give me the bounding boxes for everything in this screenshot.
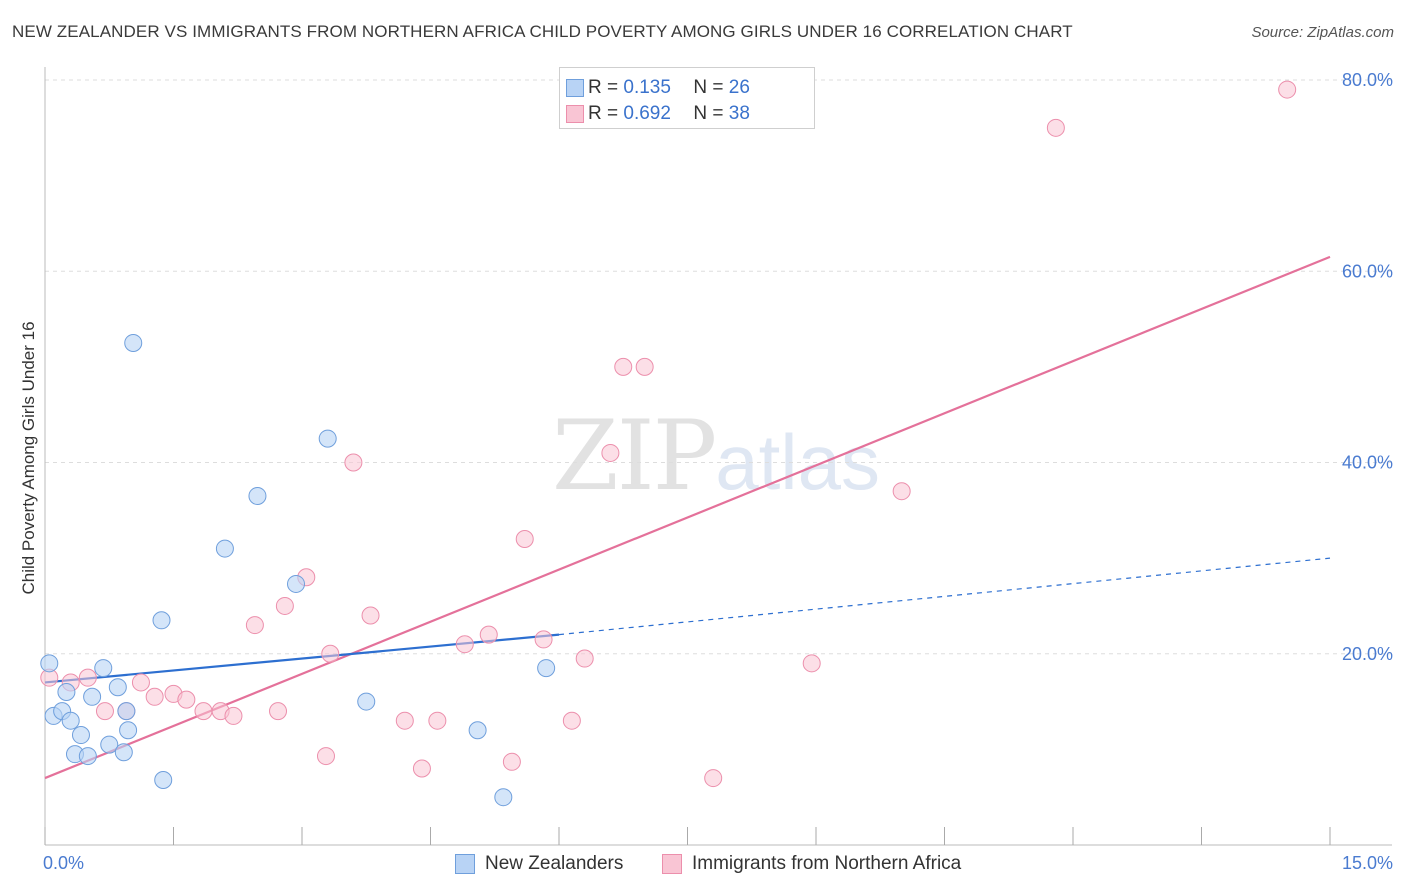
point-new-zealanders	[114, 743, 133, 762]
bottom-legend-immigrants: Immigrants from Northern Africa	[662, 852, 961, 876]
point-immigrants	[224, 706, 243, 725]
point-immigrants	[131, 673, 150, 692]
point-immigrants	[515, 530, 534, 548]
legend-swatch-new-zealanders	[566, 79, 584, 97]
point-new-zealanders	[78, 747, 97, 766]
point-new-zealanders	[94, 659, 113, 678]
point-immigrants	[412, 759, 431, 778]
point-immigrants	[614, 357, 633, 376]
point-immigrants	[534, 630, 553, 649]
point-new-zealanders	[154, 770, 173, 789]
axes	[44, 67, 1392, 846]
point-new-zealanders	[248, 486, 267, 505]
legend-r-label: R =	[588, 103, 619, 124]
bottom-legend-swatch-immigrants	[662, 854, 682, 874]
point-new-zealanders	[57, 683, 76, 701]
point-immigrants	[145, 687, 164, 706]
legend-n-value: 26	[728, 77, 750, 98]
x-tick-label: 15.0%	[1342, 853, 1393, 873]
point-immigrants	[316, 747, 335, 766]
y-tick-label: 80.0%	[1342, 70, 1393, 90]
legend-swatch-immigrants	[566, 105, 584, 123]
legend-n-label: N =	[693, 103, 724, 124]
watermark-zip: ZIP	[552, 400, 717, 512]
point-new-zealanders	[108, 678, 127, 697]
legend-row-new-zealanders: R = 0.135 N = 26	[566, 76, 750, 100]
point-immigrants	[802, 654, 821, 673]
y-tick-label: 20.0%	[1342, 644, 1393, 664]
point-immigrants	[1278, 80, 1297, 99]
tick-labels: 20.0% 40.0% 60.0% 80.0% 0.0% 15.0%	[43, 70, 1393, 873]
point-immigrants	[344, 453, 363, 472]
bottom-legend-new-zealanders: New Zealanders	[455, 852, 623, 876]
point-immigrants	[95, 702, 114, 721]
point-new-zealanders	[468, 721, 487, 740]
point-immigrants	[428, 711, 447, 730]
legend-n-label: N =	[693, 77, 724, 98]
trend-line-new-zealanders-extension	[558, 557, 1331, 636]
watermark: ZIPatlas	[552, 400, 880, 512]
point-immigrants	[479, 625, 498, 644]
point-new-zealanders	[61, 711, 80, 730]
trend-lines	[44, 255, 1331, 780]
grid-lines	[45, 79, 1392, 655]
point-immigrants	[245, 616, 264, 635]
point-new-zealanders	[40, 654, 59, 673]
source-credit: Source: ZipAtlas.com	[1251, 24, 1394, 41]
point-immigrants	[78, 668, 97, 687]
point-immigrants	[194, 702, 213, 721]
chart-title: NEW ZEALANDER VS IMMIGRANTS FROM NORTHER…	[12, 22, 1073, 41]
point-new-zealanders	[357, 692, 376, 711]
point-new-zealanders	[537, 659, 556, 678]
legend-row-immigrants: R = 0.692 N = 38	[566, 102, 750, 126]
point-new-zealanders	[287, 574, 306, 593]
point-new-zealanders	[215, 539, 234, 558]
point-new-zealanders	[83, 687, 102, 706]
point-immigrants	[455, 635, 474, 654]
point-immigrants	[275, 596, 294, 615]
legend-r-label: R =	[588, 77, 619, 98]
point-new-zealanders	[100, 735, 119, 754]
trend-line-new-zealanders	[44, 633, 560, 684]
data-points	[40, 80, 1297, 807]
legend-r-value: 0.135	[623, 77, 671, 98]
point-new-zealanders	[119, 721, 138, 740]
point-immigrants	[892, 482, 911, 501]
point-immigrants	[269, 702, 288, 721]
bottom-legend-label-immigrants: Immigrants from Northern Africa	[692, 853, 962, 874]
y-tick-label: 40.0%	[1342, 453, 1393, 473]
bottom-legend-swatch-new-zealanders	[455, 854, 475, 874]
legend-n-value: 38	[728, 103, 750, 124]
point-immigrants	[361, 606, 380, 625]
point-new-zealanders	[494, 788, 513, 807]
point-immigrants	[1046, 118, 1065, 137]
point-immigrants	[502, 752, 521, 771]
trend-line-immigrants	[44, 255, 1331, 780]
point-new-zealanders	[152, 611, 171, 630]
point-new-zealanders	[117, 702, 136, 721]
correlation-legend: R = 0.135 N = 26 R = 0.692 N = 38	[559, 67, 815, 129]
y-tick-label: 60.0%	[1342, 261, 1393, 281]
point-immigrants	[635, 357, 654, 376]
x-tick-label: 0.0%	[43, 853, 84, 873]
point-new-zealanders	[318, 429, 337, 448]
point-immigrants	[575, 649, 594, 668]
point-immigrants	[395, 711, 414, 730]
point-new-zealanders	[71, 726, 90, 745]
point-immigrants	[321, 644, 340, 663]
point-new-zealanders	[124, 333, 143, 352]
bottom-legend-label-new-zealanders: New Zealanders	[485, 853, 624, 874]
point-immigrants	[601, 443, 620, 462]
point-immigrants	[177, 690, 196, 709]
point-immigrants	[704, 769, 723, 788]
point-immigrants	[562, 711, 581, 730]
legend-r-value: 0.692	[623, 103, 671, 124]
y-axis-label: Child Poverty Among Girls Under 16	[19, 321, 38, 594]
